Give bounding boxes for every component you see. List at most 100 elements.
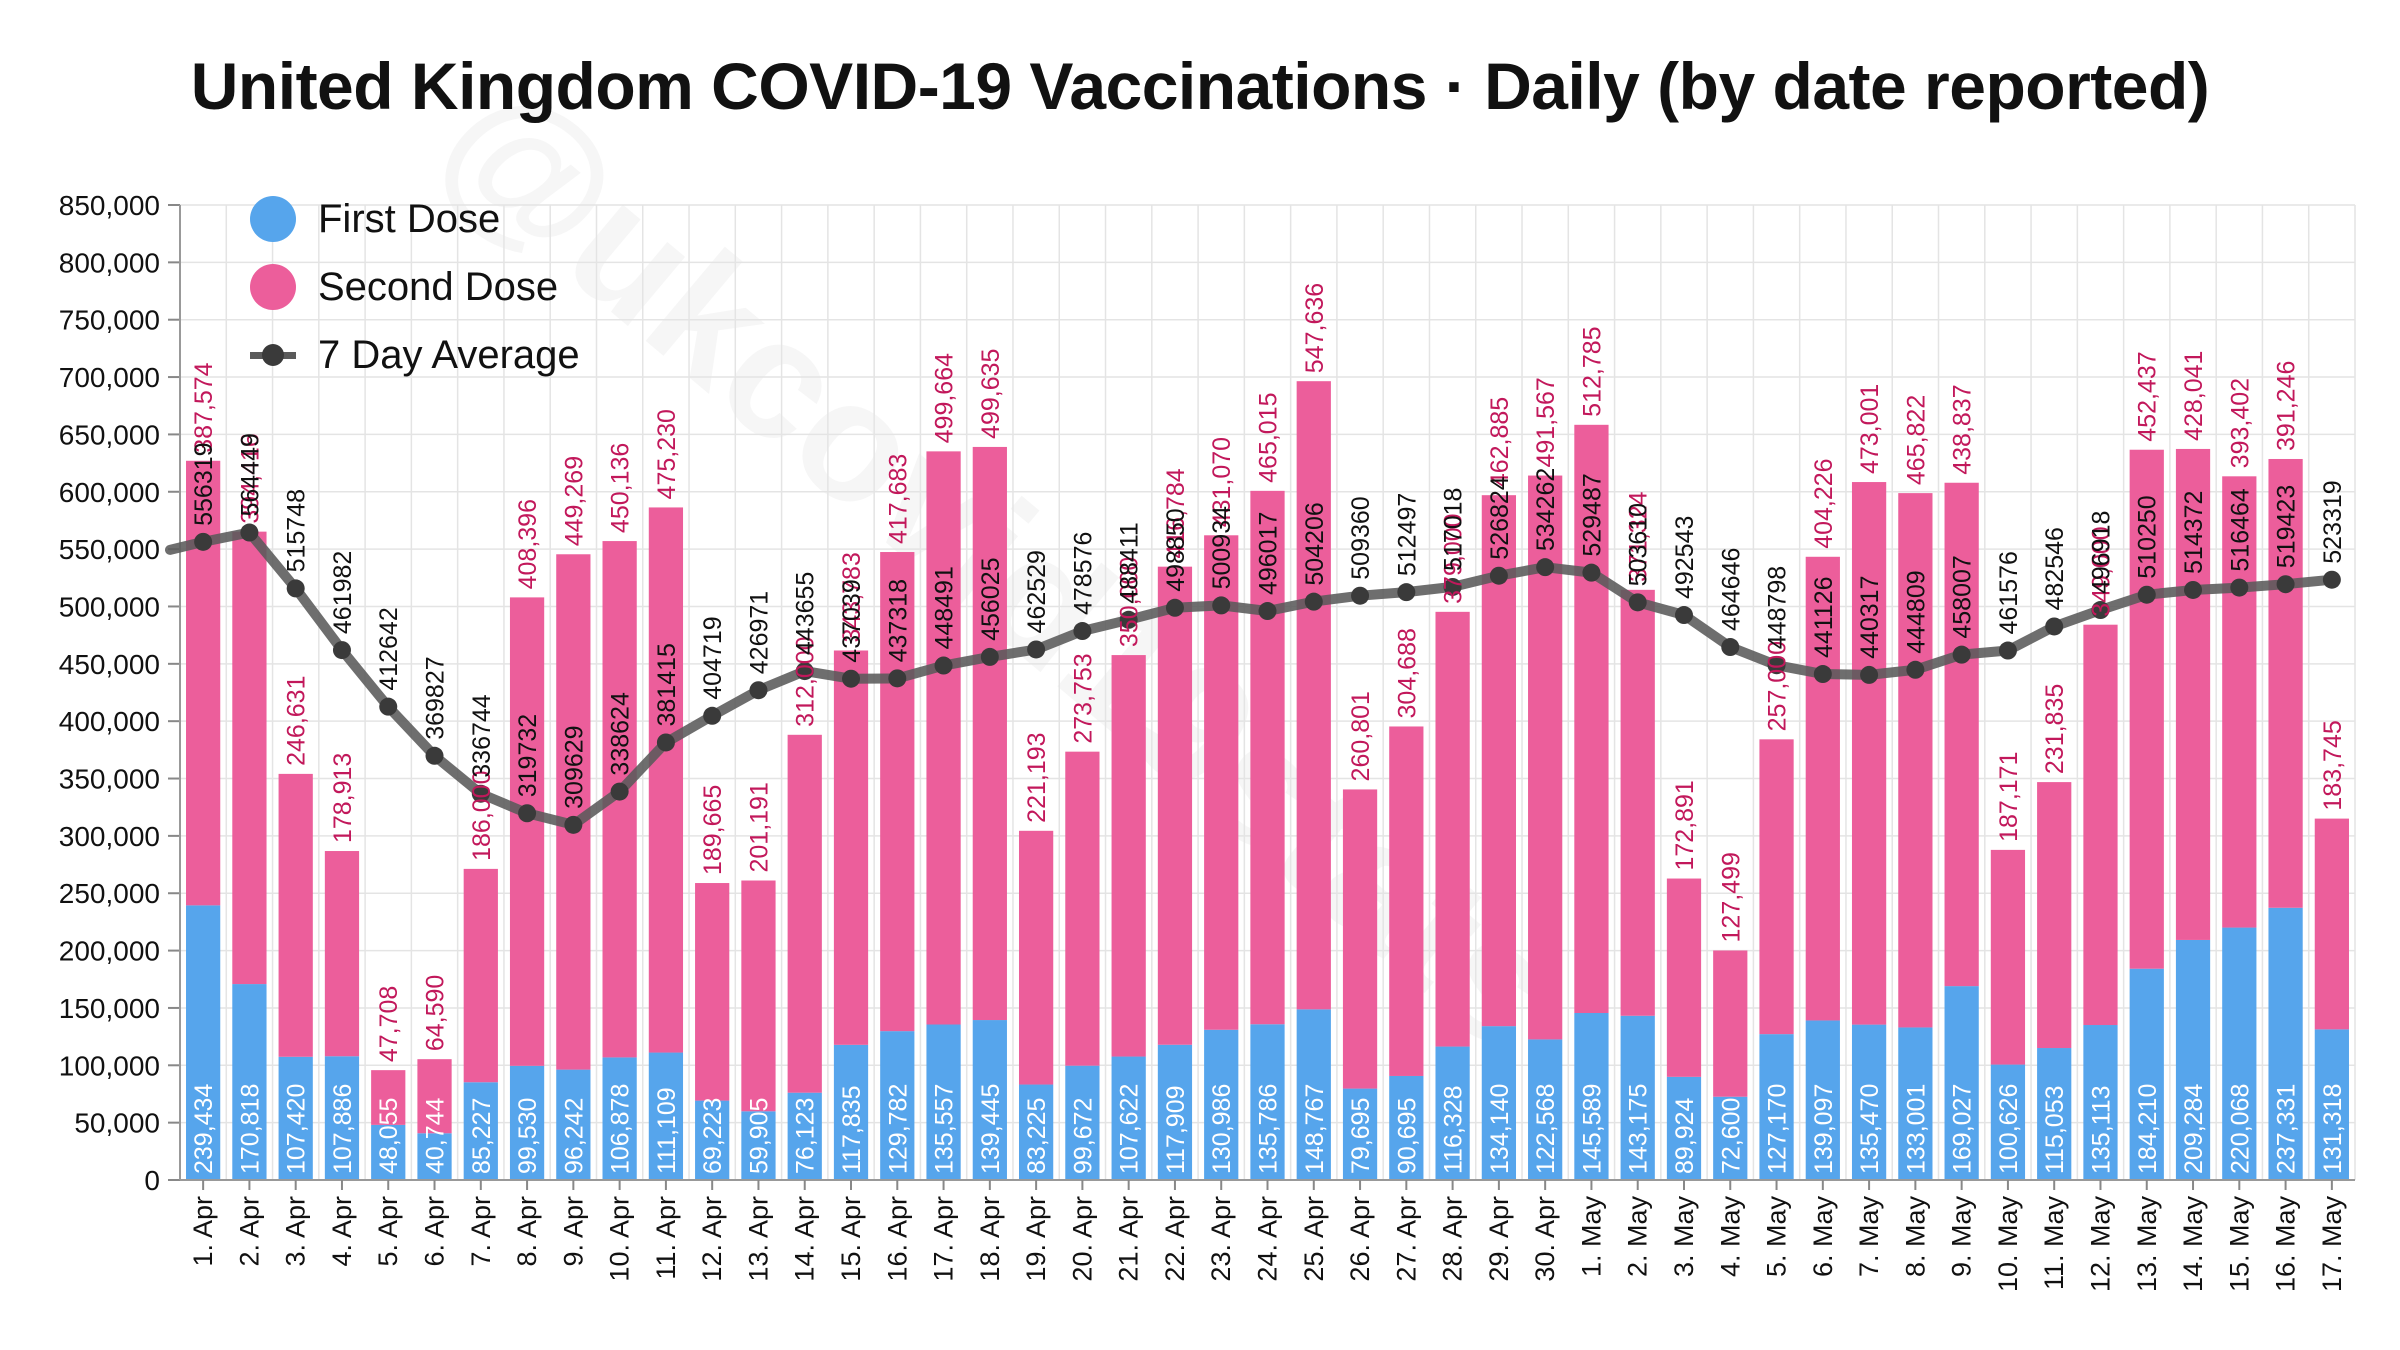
bar-first-dose [2037, 1048, 2072, 1180]
first-dose-label: 135,113 [2087, 1085, 2115, 1174]
average-label: 478576 [1069, 532, 1097, 615]
average-label: 556319 [190, 442, 218, 525]
bar-first-dose [1666, 1076, 1702, 1180]
first-dose-label: 40,744 [422, 1097, 450, 1174]
y-tick-label: 300,000 [59, 821, 160, 852]
bar-second-dose [833, 650, 869, 1045]
first-dose-label: 96,242 [560, 1098, 588, 1174]
y-tick-label: 350,000 [59, 764, 160, 795]
legend-item-average[interactable]: 7 Day Average [250, 321, 580, 389]
average-label: 437039 [838, 579, 866, 662]
x-axis: 1. Apr 2. Apr 3. Apr 4. Apr 5. Apr 6. Apr 7. A… [180, 1179, 2355, 1293]
average-point [1721, 638, 1740, 657]
y-tick-label: 0 [144, 1165, 160, 1196]
bar-first-dose [833, 1044, 869, 1180]
average-label: 448491 [931, 566, 959, 649]
bar-first-dose [741, 1111, 776, 1180]
average-label: 369827 [422, 656, 450, 739]
average-label: 503610 [1625, 503, 1653, 586]
average-line [165, 523, 2341, 834]
bar-second-dose [1944, 482, 1979, 987]
average-point [1536, 558, 1555, 577]
bar-second-dose [509, 597, 545, 1066]
x-tick-label: 16. Apr [882, 1196, 912, 1282]
first-dose-label: 145,589 [1578, 1084, 1606, 1174]
x-tick-label: 15. May [2224, 1196, 2254, 1293]
second-dose-label: 438,837 [1949, 384, 1977, 474]
x-tick-label: 12. May [2085, 1196, 2115, 1293]
second-dose-label: 394,416 [236, 433, 264, 523]
average-line-swatch [250, 344, 296, 366]
legend-item-first-dose[interactable]: First Dose [250, 185, 580, 253]
first-dose-label: 115,053 [2041, 1085, 2069, 1174]
average-point [1397, 583, 1416, 602]
first-dose-label: 116,328 [1440, 1085, 1468, 1174]
bar-second-dose [278, 773, 313, 1057]
bar-first-dose [1713, 1096, 1748, 1180]
average-point [2230, 578, 2249, 597]
legend-label-second-dose: Second Dose [318, 264, 559, 309]
average-point [656, 733, 675, 752]
average-point [888, 669, 907, 688]
average-label: 514372 [2180, 491, 2208, 574]
y-tick-label: 250,000 [59, 878, 160, 909]
bar-second-dose [648, 507, 684, 1053]
first-dose-label: 100,626 [1995, 1084, 2023, 1174]
average-point [795, 662, 814, 681]
first-dose-label: 85,227 [468, 1098, 496, 1174]
x-tick-label: 3. May [1669, 1196, 1699, 1278]
y-tick-label: 150,000 [59, 993, 160, 1024]
bar-first-dose [1759, 1034, 1794, 1180]
x-tick-label: 24. Apr [1253, 1196, 1283, 1282]
average-point [332, 641, 351, 660]
second-dose-label: 187,171 [1995, 752, 2023, 842]
first-dose-label: 107,420 [283, 1084, 311, 1174]
legend-item-second-dose[interactable]: Second Dose [250, 253, 580, 321]
y-axis: 0 50,000 100,000 150,000 200,000 250,000 300,0… [59, 190, 181, 1196]
bar-second-dose [1435, 611, 1470, 1047]
bar-first-dose [1620, 1015, 1655, 1180]
average-label: 482546 [2041, 527, 2069, 610]
first-dose-label: 148,767 [1301, 1084, 1329, 1174]
average-label: 496918 [2087, 511, 2115, 594]
average-point [1027, 640, 1046, 659]
second-dose-label: 304,688 [1393, 628, 1421, 718]
first-dose-label: 134,140 [1486, 1084, 1514, 1174]
x-tick-label: 10. Apr [605, 1196, 635, 1282]
average-point [425, 746, 444, 765]
average-label: 504206 [1301, 502, 1329, 585]
x-tick-label: 16. May [2271, 1196, 2301, 1293]
second-dose-label: 547,636 [1301, 283, 1329, 373]
average-point [1073, 622, 1092, 641]
bar-first-dose [463, 1082, 498, 1180]
average-point [2091, 601, 2110, 620]
bar-first-dose [926, 1024, 961, 1180]
average-label: 526824 [1486, 476, 1514, 560]
first-dose-label: 135,786 [1255, 1084, 1283, 1174]
bar-second-dose [1851, 482, 1887, 1025]
bar-first-dose [417, 1133, 452, 1180]
x-tick-label: 3. Apr [281, 1196, 311, 1267]
average-label: 456025 [977, 557, 1005, 640]
first-dose-swatch [250, 196, 296, 242]
second-dose-label: 231,835 [2041, 684, 2069, 774]
first-dose-label: 111,109 [653, 1087, 681, 1174]
bar-second-dose [1389, 726, 1424, 1076]
x-tick-label: 29. Apr [1484, 1196, 1514, 1282]
average-point [934, 656, 953, 675]
x-tick-label: 15. Apr [836, 1196, 866, 1282]
second-dose-label: 393,402 [2226, 378, 2254, 468]
x-tick-label: 27. Apr [1391, 1196, 1421, 1282]
average-label: 461982 [329, 551, 357, 634]
bar-first-dose [1898, 1027, 1933, 1180]
second-dose-label: 349,000 [2087, 526, 2115, 616]
average-point [1998, 641, 2017, 660]
average-label: 444809 [1902, 570, 1930, 653]
average-point [1628, 593, 1647, 612]
second-dose-label: 47,708 [375, 986, 403, 1062]
bar-first-dose [2314, 1029, 2349, 1180]
average-point [1767, 656, 1786, 675]
average-point [1582, 563, 1601, 582]
second-dose-label: 189,665 [699, 785, 727, 875]
bar-first-dose [1065, 1065, 1100, 1180]
